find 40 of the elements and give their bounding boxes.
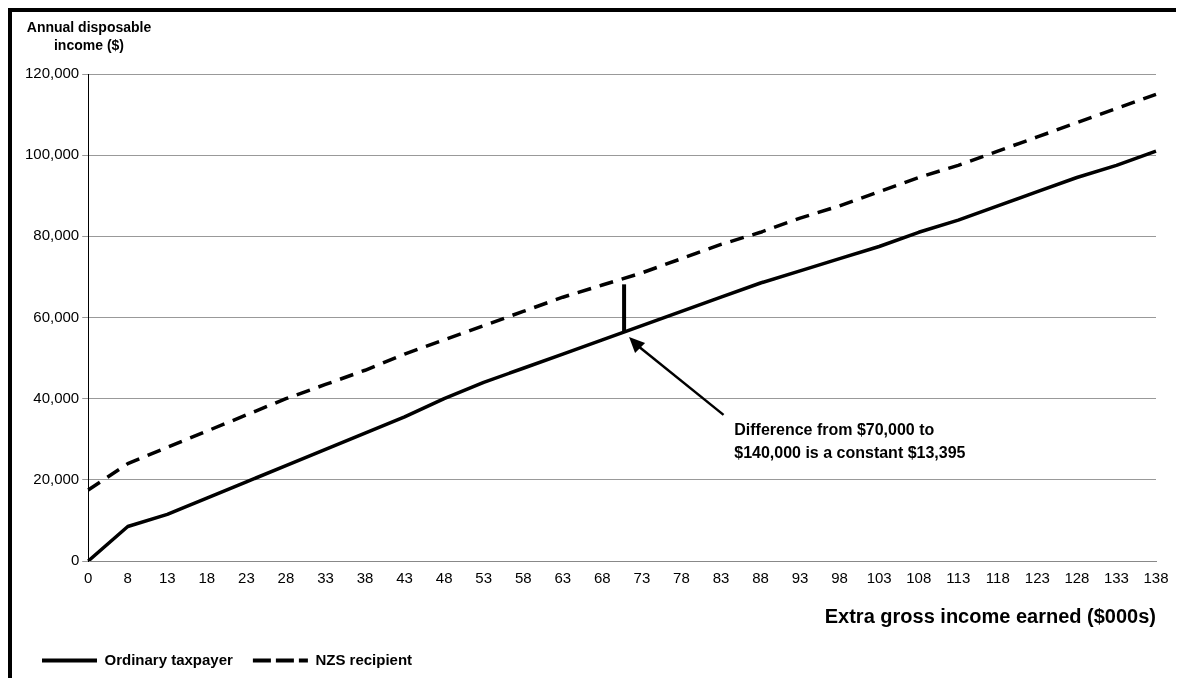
y-tick-label: 80,000 xyxy=(33,226,80,244)
y-tick-label: 20,000 xyxy=(33,469,80,487)
x-tick-label: 128 xyxy=(1064,569,1090,587)
legend-label: Ordinary taxpayer xyxy=(104,650,234,668)
x-tick-label: 63 xyxy=(554,569,572,587)
x-tick-label: 118 xyxy=(985,569,1010,587)
y-tick-label: 40,000 xyxy=(33,388,80,406)
x-tick-label: 43 xyxy=(396,569,413,587)
y-axis-title: Annual disposable income ($) xyxy=(25,18,153,54)
x-tick-label: 123 xyxy=(1024,569,1050,587)
x-tick-label: 33 xyxy=(317,569,334,587)
x-tick-label: 0 xyxy=(84,569,93,587)
x-tick-label: 8 xyxy=(123,569,132,587)
x-tick-label: 13 xyxy=(158,569,176,587)
x-tick-label: 113 xyxy=(946,569,971,587)
x-tick-label: 68 xyxy=(593,569,611,587)
x-tick-label: 53 xyxy=(475,569,493,587)
x-tick-label: 58 xyxy=(514,569,532,587)
y-tick-label: 100,000 xyxy=(24,145,80,163)
x-tick-label: 23 xyxy=(238,569,255,587)
x-tick-label: 73 xyxy=(633,569,651,587)
x-tick-label: 78 xyxy=(673,569,690,587)
x-tick-label: 88 xyxy=(752,569,769,587)
y-tick-label: 120,000 xyxy=(24,64,80,82)
legend-label: NZS recipient xyxy=(315,650,413,668)
x-tick-label: 103 xyxy=(866,569,892,587)
x-tick-label: 98 xyxy=(831,569,848,587)
x-tick-label: 138 xyxy=(1143,569,1169,587)
y-tick-label: 0 xyxy=(70,551,80,569)
x-tick-label: 18 xyxy=(198,569,216,587)
x-axis-title: Extra gross income earned ($000s) xyxy=(824,604,1156,627)
annotation: Difference from $70,000 to $140,000 is a constant $13,395 xyxy=(734,420,966,461)
x-tick-label: 48 xyxy=(435,569,453,587)
x-tick-label: 93 xyxy=(791,569,809,587)
x-tick-label: 38 xyxy=(356,569,374,587)
x-tick-label: 133 xyxy=(1103,569,1129,587)
x-tick-label: 108 xyxy=(906,569,932,587)
x-tick-label: 83 xyxy=(712,569,730,587)
x-tick-label: 28 xyxy=(277,569,295,587)
y-tick-label: 60,000 xyxy=(33,307,80,325)
